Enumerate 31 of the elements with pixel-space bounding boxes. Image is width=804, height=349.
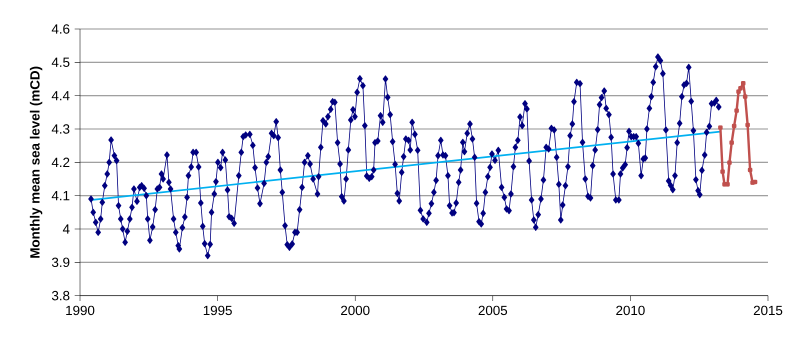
x-tick-label: 2005 [478,306,508,316]
y-tick-label: 4.6 [52,24,70,34]
x-tick-label: 1990 [66,306,94,316]
point [740,81,746,86]
point [727,160,732,165]
point [729,140,734,145]
point [736,89,741,94]
x-tick-label: 1995 [204,306,232,316]
point [738,86,743,91]
y-tick-label: 3.8 [52,290,70,300]
point [745,122,750,128]
x-tick-label: 2000 [341,306,370,316]
y-tick-label: 4.3 [52,124,70,134]
y-tick-label: 4 [62,224,70,234]
point [748,168,752,172]
point [722,182,727,187]
y-tick-label: 4.1 [52,191,70,200]
point [734,108,739,113]
x-tick-label: 2010 [616,306,645,316]
point [752,180,758,184]
y-axis-title: Monthly mean sea level (mCD) [30,66,42,258]
y-tick-label: 3.9 [52,258,70,268]
y-tick-label: 4.2 [52,158,70,167]
point [732,124,736,128]
point [718,125,723,130]
y-tick-label: 4.4 [52,91,70,100]
x-tick-label: 2015 [754,306,782,316]
point [725,182,730,187]
y-tick-label: 4.5 [52,58,70,67]
point [742,94,748,99]
point [720,169,725,174]
